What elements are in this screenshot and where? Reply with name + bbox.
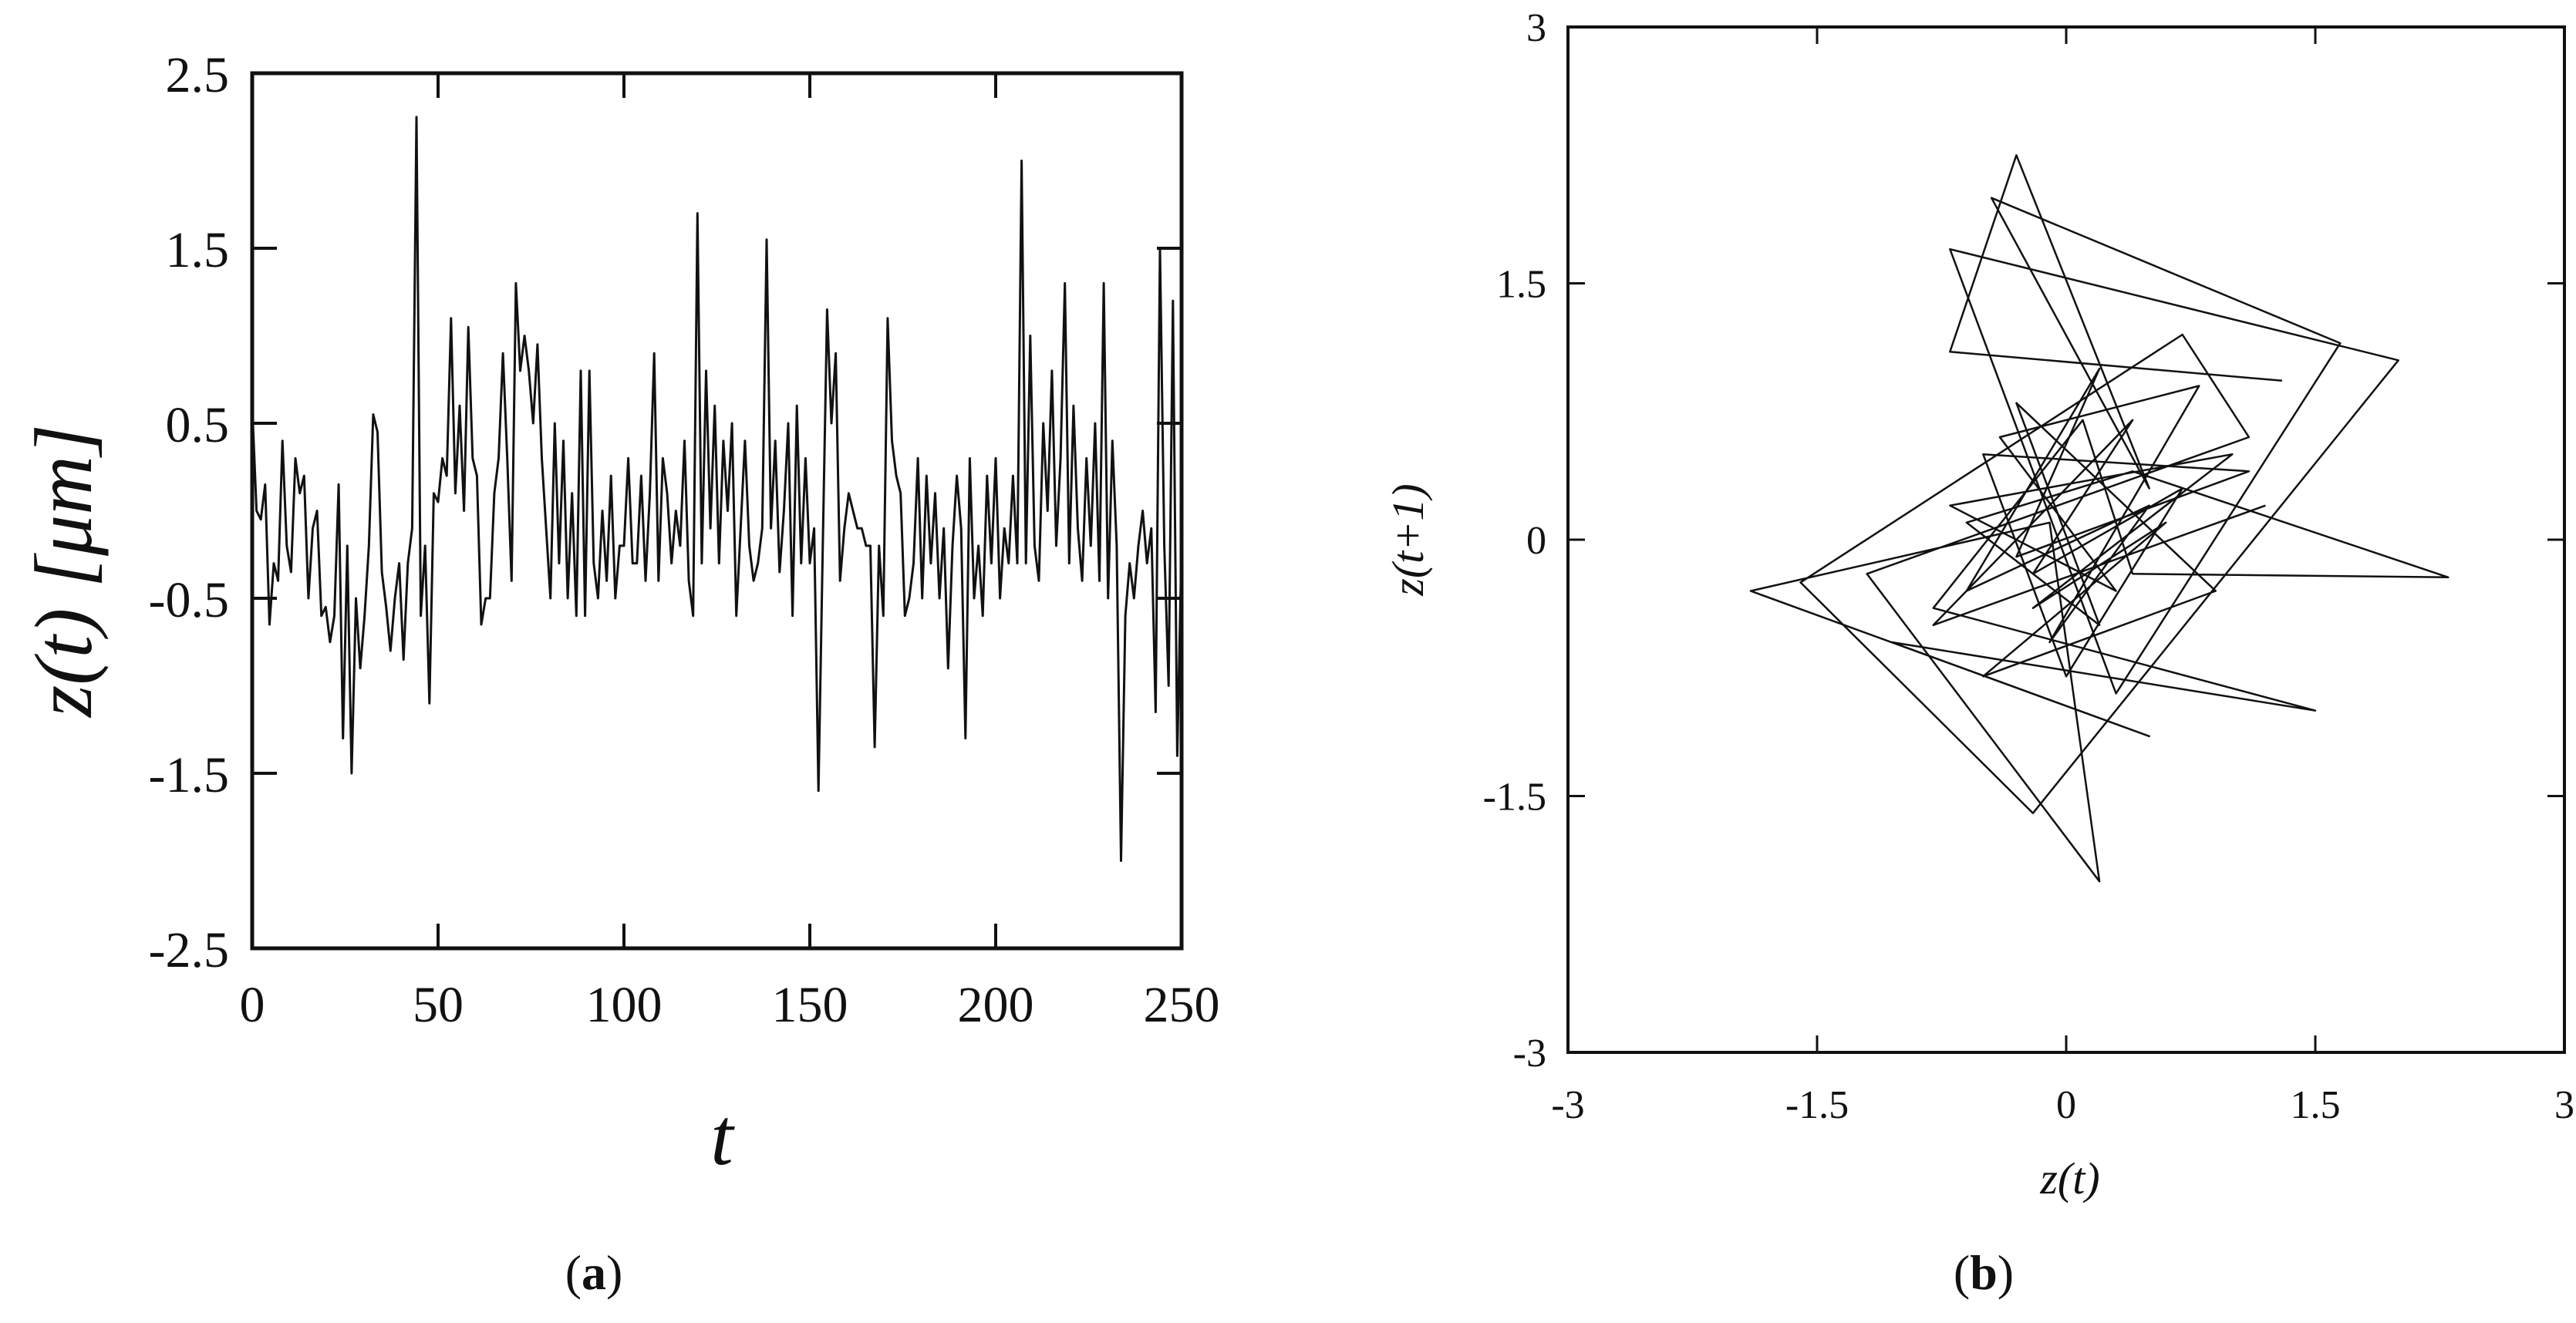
panel-a-x-axis-label: t — [710, 1092, 735, 1182]
panel-a-x-tick-label: 100 — [586, 977, 663, 1033]
panel-b-y-axis-label: z(t+1) — [1383, 483, 1433, 596]
panel-a-series-line — [251, 116, 1183, 862]
panel-b-frame — [1566, 25, 2566, 1054]
panel-a-chart: 2.51.50.5-0.5-1.5-2.5 0 50 100 150 200 250 t … — [19, 47, 1220, 1182]
panel-b-x-tick-label: 1.5 — [2291, 1083, 2341, 1127]
panel-b-x-tick-labels: -3 -1.5 0 1.5 3 — [1551, 1083, 2574, 1127]
panel-b-series-line — [1749, 154, 2450, 883]
panel-a-y-tick-label: 2.5 — [166, 47, 230, 103]
panel-a-y-tick-label: -0.5 — [149, 572, 229, 628]
panel-b-y-tick-label: 0 — [1526, 519, 1546, 563]
panel-b-plot-area — [1566, 25, 2566, 1054]
panel-a-x-tick-label: 50 — [413, 977, 464, 1033]
panel-b-chart: 3 1.5 0 -1.5 -3 -3 -1.5 0 1.5 3 z(t) z(t+1) — [1383, 6, 2574, 1203]
panel-a-x-tick-label: 200 — [958, 977, 1034, 1033]
panel-b-label: (b) — [1954, 1245, 2014, 1300]
panel-a-frame — [250, 71, 1184, 951]
panel-a-y-tick-label: 1.5 — [166, 222, 230, 278]
panel-a-y-axis-label: z(t) [μm] — [19, 424, 109, 719]
panel-a-y-tick-labels: 2.5 1.5 0.5 -0.5 -1.5 -2.5 — [149, 47, 229, 978]
panel-a-x-tick-labels: 0 50 100 150 200 250 — [240, 977, 1220, 1033]
panel-b-y-tick-label: -3 — [1513, 1032, 1546, 1076]
panel-b-x-tick-label: -3 — [1551, 1083, 1584, 1127]
panel-b-y-tick-label: 3 — [1526, 6, 1546, 50]
panel-a-y-tick-label: -1.5 — [149, 747, 229, 803]
panel-a-x-tick-label: 150 — [772, 977, 848, 1033]
panel-b-x-tick-label: 3 — [2554, 1083, 2574, 1127]
panel-b-y-tick-label: -1.5 — [1483, 776, 1546, 820]
panel-b-x-axis-label: z(t) — [2039, 1153, 2099, 1203]
panel-b-x-tick-label: 0 — [2056, 1083, 2076, 1127]
panel-b-y-tick-labels: 3 1.5 0 -1.5 -3 — [1483, 6, 1546, 1076]
panel-b-y-tick-label: 1.5 — [1496, 263, 1546, 307]
panel-a-x-tick-label: 250 — [1144, 977, 1220, 1033]
panel-b-x-tick-label: -1.5 — [1785, 1083, 1849, 1127]
panel-a-label: (a) — [565, 1245, 623, 1300]
panel-a-plot-area — [250, 71, 1184, 951]
panel-a-x-tick-label: 0 — [240, 977, 265, 1033]
panel-a-y-tick-label: -2.5 — [149, 922, 229, 978]
panel-a-y-tick-label: 0.5 — [166, 397, 230, 453]
